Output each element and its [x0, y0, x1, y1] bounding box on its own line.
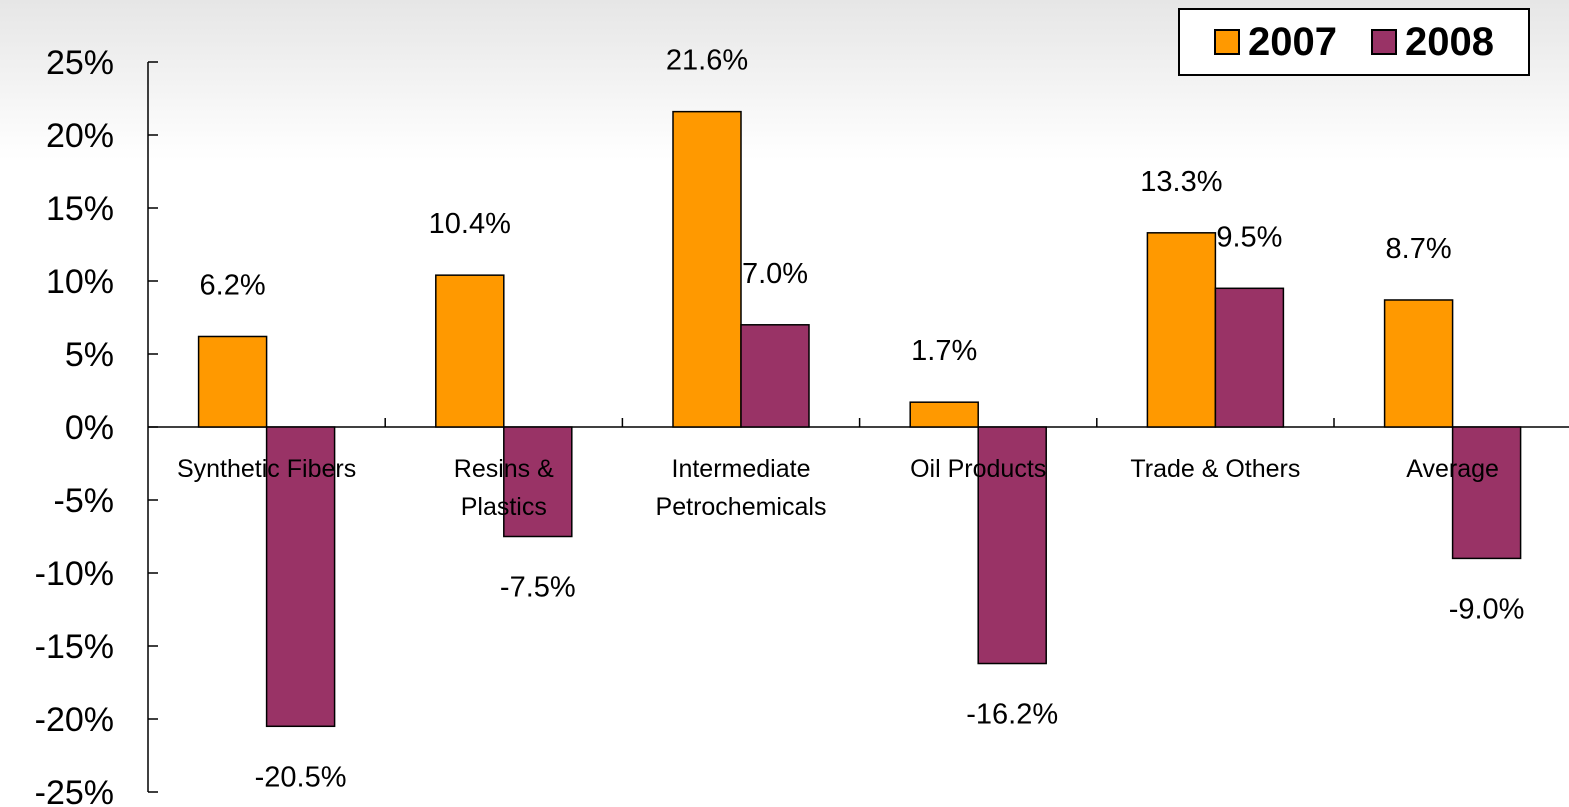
bar-2008-5	[1451, 426, 1522, 560]
legend-item-2008: 2008	[1370, 19, 1494, 65]
y-tick-label: 20%	[46, 117, 114, 155]
category-label: Intermediate	[672, 455, 811, 483]
data-label-2008-2: 7.0%	[742, 258, 808, 290]
category-label: Plastics	[461, 493, 547, 521]
legend-item-2007: 2007	[1214, 20, 1337, 65]
bar-2007-0	[197, 335, 268, 428]
data-label-2007-4: 13.3%	[1140, 166, 1222, 198]
bar-2008-1	[503, 426, 573, 538]
bar-2007-2	[672, 110, 742, 428]
y-tick-label: -5%	[54, 482, 114, 520]
bar-2008-3	[977, 426, 1047, 665]
data-label-2007-3: 1.7%	[911, 335, 977, 367]
label-layer: 6.2% -20.5% Synthetic Fibers 10.4% -7.5% Resi…	[177, 45, 1525, 794]
bar-2007-1	[435, 274, 505, 428]
y-tick-label: 0%	[65, 409, 114, 447]
data-label-2007-2: 21.6%	[666, 45, 748, 77]
category-label: Trade & Others	[1130, 455, 1300, 483]
y-tick-label: -20%	[35, 701, 114, 739]
legend: 2007 2008	[1178, 8, 1530, 76]
data-label-2008-0: -20.5%	[255, 761, 347, 793]
bar-2008-4	[1214, 287, 1285, 428]
category-label: Oil Products	[910, 455, 1046, 483]
legend-swatch-2008	[1370, 29, 1397, 55]
category-label: Petrochemicals	[656, 493, 827, 521]
legend-label-2008: 2008	[1404, 19, 1494, 64]
category-label: Resins &	[454, 455, 554, 483]
data-label-2008-4: 9.5%	[1216, 221, 1282, 253]
category-label: Synthetic Fibers	[177, 455, 356, 483]
bar-2007-4	[1146, 232, 1217, 428]
data-label-2007-0: 6.2%	[200, 269, 266, 301]
data-label-2007-1: 10.4%	[429, 208, 511, 240]
data-label-2008-5: -9.0%	[1449, 593, 1525, 625]
y-tick-label: -15%	[35, 628, 114, 666]
y-tick-label: 10%	[46, 263, 114, 301]
legend-label-2007: 2007	[1248, 19, 1337, 64]
category-label: Average	[1406, 455, 1499, 483]
y-tick-label: -25%	[35, 774, 114, 807]
y-tick-label: 25%	[46, 44, 114, 82]
data-label-2008-1: -7.5%	[500, 572, 576, 604]
bar-2008-2	[740, 324, 810, 428]
y-tick-label: 15%	[46, 190, 114, 228]
y-tick-label: 5%	[65, 336, 114, 374]
axis-layer: 25% 20% 15% 10% 5% 0% -5% -10% -15% -20% -25%	[35, 44, 1569, 807]
bar-2007-5	[1383, 299, 1454, 428]
data-label-2008-3: -16.2%	[966, 699, 1058, 731]
bar-2007-3	[909, 401, 979, 428]
legend-swatch-2007	[1214, 29, 1240, 55]
y-tick-label: -10%	[35, 555, 114, 593]
bar-layer	[197, 110, 1522, 728]
bar-2008-0	[265, 426, 336, 728]
data-label-2007-5: 8.7%	[1386, 233, 1452, 265]
